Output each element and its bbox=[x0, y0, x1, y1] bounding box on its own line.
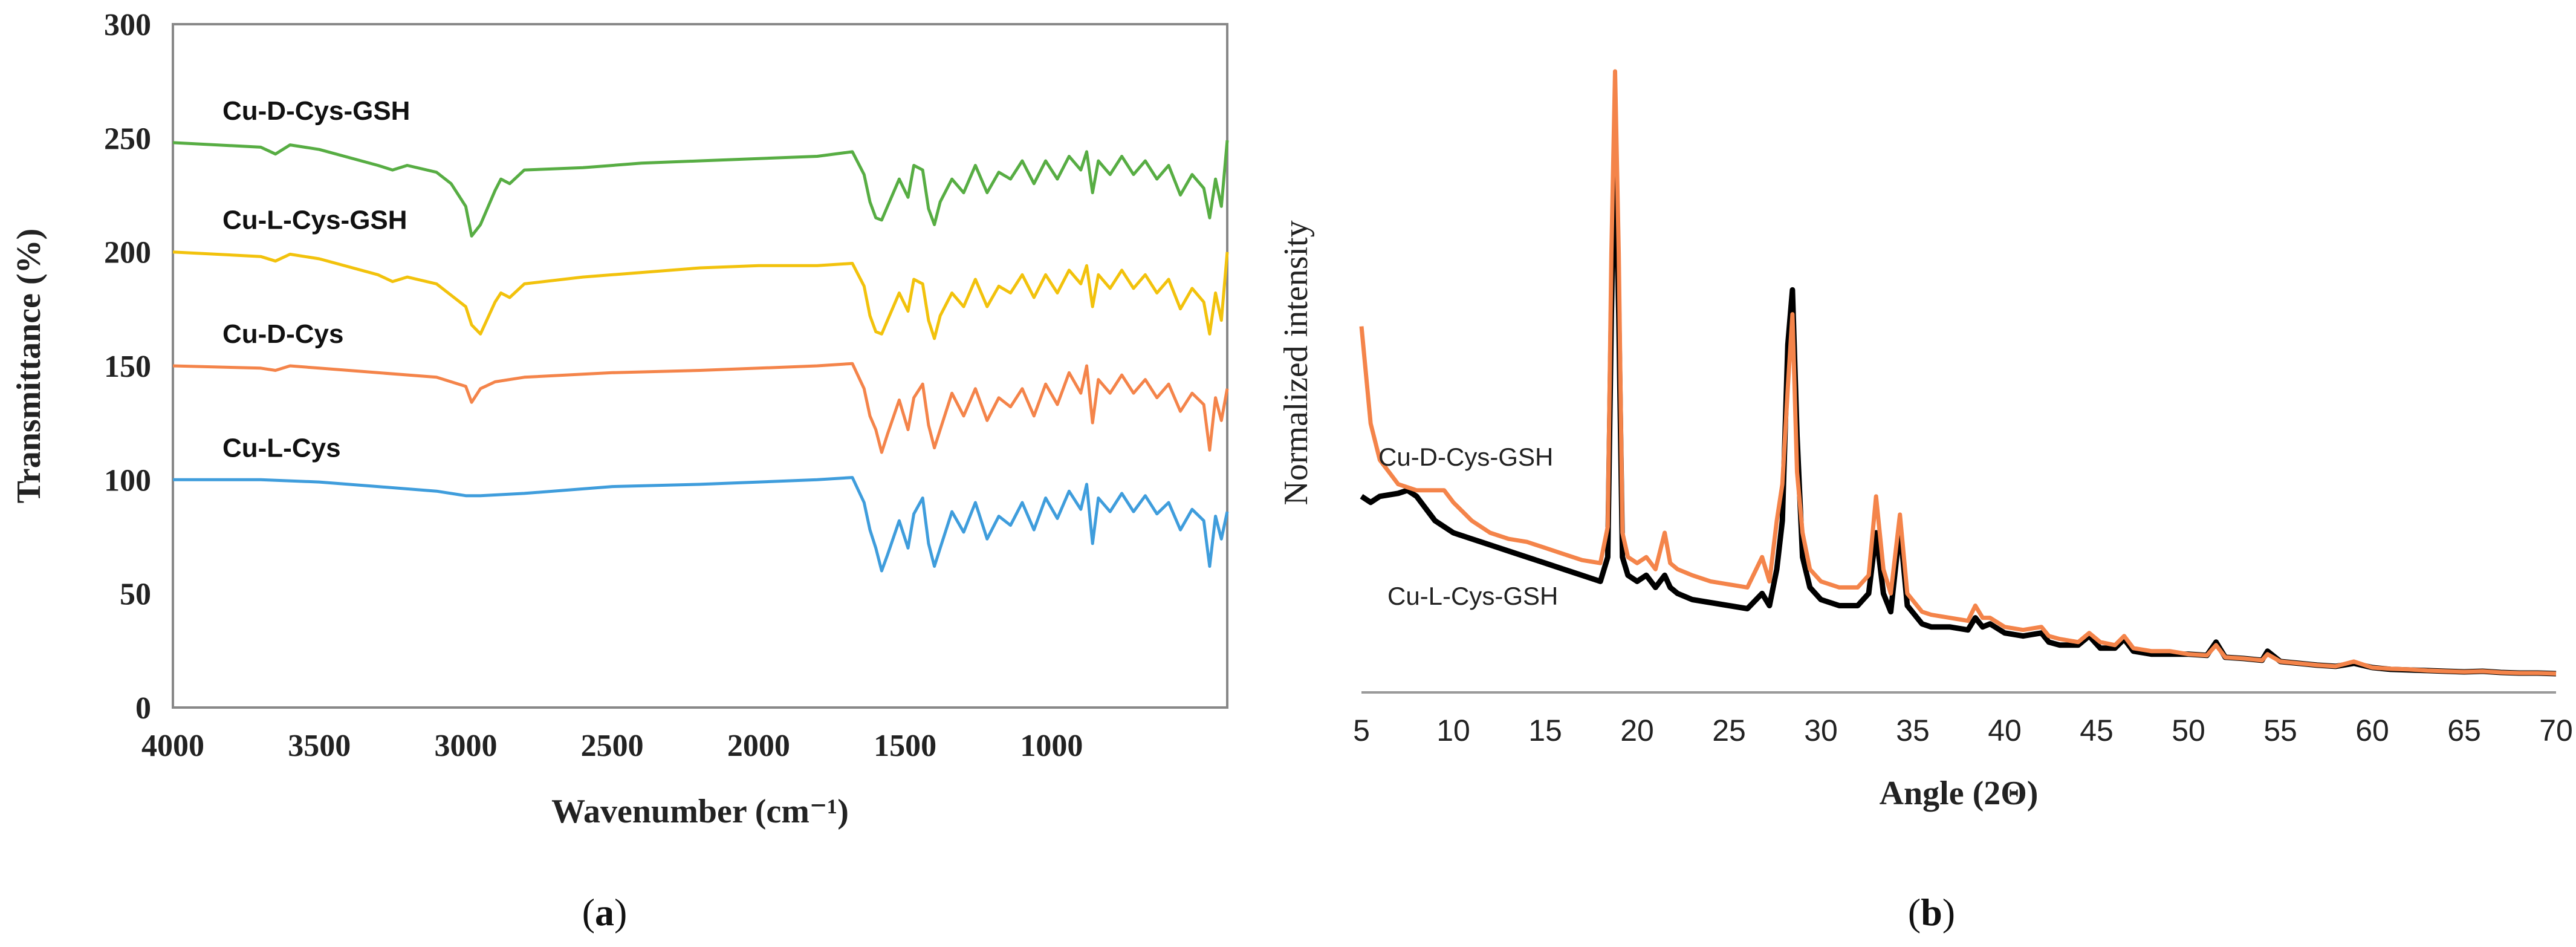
xrd-x-axis-label: Angle (2Θ) bbox=[1880, 775, 2039, 812]
ftir-y-tick-labels: 0 50 100 150 200 250 300 bbox=[104, 8, 151, 726]
ftir-plot-frame bbox=[172, 23, 1228, 709]
xrd-x-tick-label: 25 bbox=[1712, 714, 1746, 747]
xrd-panel: 5 10 15 20 25 30 35 40 45 50 55 60 65 70 Cu-L-Cys-GSH… bbox=[1277, 69, 2573, 812]
ftir-y-tick-label: 150 bbox=[104, 350, 151, 384]
xrd-label-cu-d-cys-gsh: Cu-D-Cys-GSH bbox=[1378, 443, 1553, 471]
ftir-x-tick-labels: 4000 3500 3000 2500 2000 1500 1000 bbox=[141, 729, 1083, 763]
ftir-x-tick-label: 1500 bbox=[874, 729, 936, 763]
ftir-x-tick-label: 2500 bbox=[581, 729, 644, 763]
xrd-x-tick-label: 45 bbox=[2080, 714, 2114, 747]
ftir-label-cu-d-cys: Cu-D-Cys bbox=[222, 319, 343, 349]
svg-text:(b): (b) bbox=[1908, 891, 1955, 934]
ftir-series-cu-l-cys bbox=[173, 476, 1229, 573]
ftir-series-cu-d-cys bbox=[172, 362, 1229, 454]
xrd-series-labels: Cu-L-Cys-GSH Cu-D-Cys-GSH bbox=[1378, 443, 1558, 610]
xrd-x-tick-label: 5 bbox=[1353, 714, 1370, 747]
ftir-x-tick-label: 3000 bbox=[434, 729, 497, 763]
ftir-y-tick-label: 50 bbox=[120, 578, 151, 612]
ftir-y-tick-label: 200 bbox=[104, 236, 151, 270]
xrd-x-tick-label: 65 bbox=[2447, 714, 2481, 747]
ftir-label-cu-d-cys-gsh: Cu-D-Cys-GSH bbox=[222, 96, 410, 126]
xrd-x-tick-label: 60 bbox=[2355, 714, 2389, 747]
ftir-y-tick-label: 300 bbox=[104, 8, 151, 42]
xrd-x-tick-label: 50 bbox=[2172, 714, 2205, 747]
svg-text:(a): (a) bbox=[582, 891, 628, 934]
caption-b-letter: b bbox=[1921, 891, 1942, 934]
xrd-x-tick-label: 10 bbox=[1436, 714, 1470, 747]
xrd-x-tick-label: 30 bbox=[1804, 714, 1838, 747]
xrd-x-tick-label: 35 bbox=[1896, 714, 1930, 747]
xrd-y-axis-label: Normalized intensity bbox=[1277, 220, 1315, 505]
xrd-series-group bbox=[1359, 69, 2557, 677]
xrd-x-tick-label: 55 bbox=[2263, 714, 2297, 747]
ftir-x-tick-label: 2000 bbox=[727, 729, 790, 763]
ftir-series-cu-l-cys-gsh bbox=[172, 250, 1229, 340]
caption-a-letter: a bbox=[595, 891, 614, 934]
xrd-series-cu-d-cys-gsh bbox=[1359, 69, 2557, 676]
ftir-x-tick-label: 3500 bbox=[288, 729, 351, 763]
ftir-y-tick-label: 100 bbox=[104, 463, 151, 498]
ftir-y-axis-label: Transmittance (%) bbox=[10, 229, 48, 504]
xrd-label-cu-l-cys-gsh: Cu-L-Cys-GSH bbox=[1387, 582, 1558, 610]
xrd-x-tick-label: 20 bbox=[1620, 714, 1654, 747]
caption-b: (b) bbox=[1908, 891, 1955, 934]
ftir-series-labels: Cu-L-Cys Cu-D-Cys Cu-L-Cys-GSH Cu-D-Cys-GSH bbox=[222, 96, 410, 463]
ftir-x-tick-label: 4000 bbox=[141, 729, 204, 763]
ftir-label-cu-l-cys-gsh: Cu-L-Cys-GSH bbox=[222, 206, 407, 235]
ftir-y-tick-label: 0 bbox=[135, 691, 151, 726]
xrd-x-tick-label: 40 bbox=[1988, 714, 2022, 747]
ftir-x-tick-label: 1000 bbox=[1020, 729, 1083, 763]
xrd-x-tick-label: 15 bbox=[1528, 714, 1562, 747]
xrd-x-tick-labels: 5 10 15 20 25 30 35 40 45 50 55 60 65 70 bbox=[1353, 714, 2573, 747]
xrd-x-tick-label: 70 bbox=[2539, 714, 2573, 747]
ftir-panel: 0 50 100 150 200 250 300 4000 3500 3000 2500 2000 1… bbox=[10, 8, 1229, 830]
ftir-y-tick-label: 250 bbox=[104, 122, 151, 156]
ftir-series-group bbox=[172, 140, 1229, 573]
ftir-x-axis-label: Wavenumber (cm⁻¹) bbox=[551, 793, 849, 830]
ftir-label-cu-l-cys: Cu-L-Cys bbox=[222, 433, 341, 463]
caption-a: (a) bbox=[582, 891, 628, 934]
ftir-series-cu-d-cys-gsh bbox=[172, 140, 1229, 238]
